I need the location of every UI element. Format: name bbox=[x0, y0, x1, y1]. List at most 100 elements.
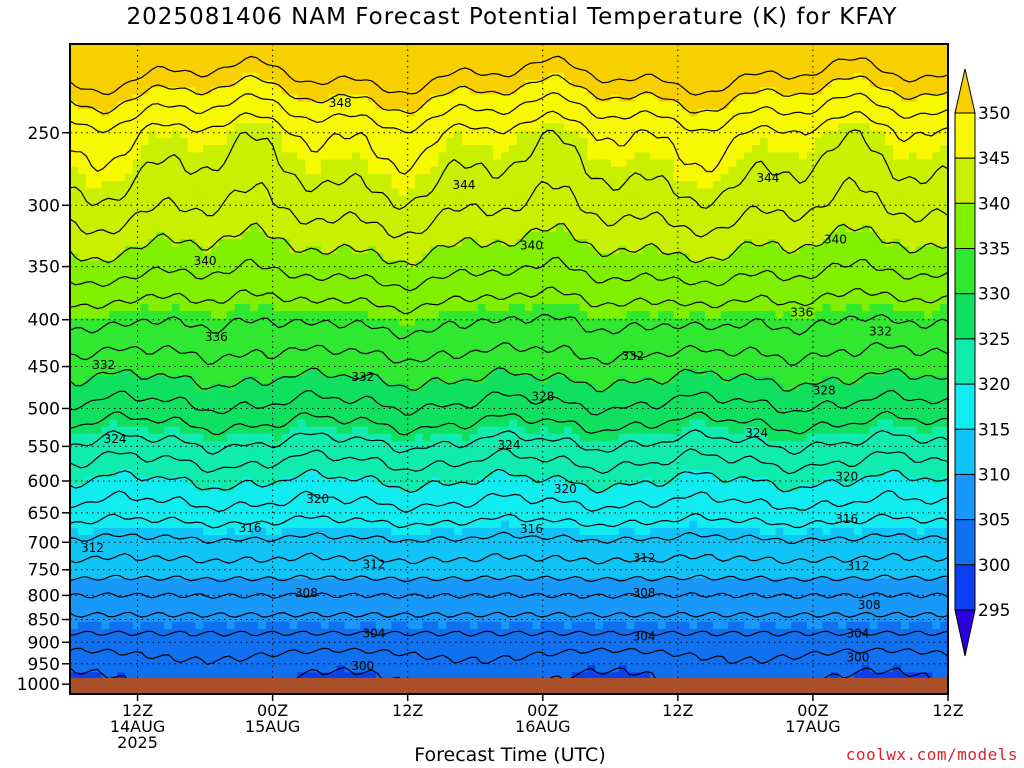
field-cell bbox=[171, 202, 181, 211]
field-cell bbox=[407, 369, 416, 377]
field-cell bbox=[501, 109, 510, 117]
field-cell bbox=[187, 441, 197, 450]
field-cell bbox=[454, 390, 463, 399]
field-cell bbox=[148, 390, 157, 399]
field-cell bbox=[454, 621, 463, 630]
field-cell bbox=[140, 340, 149, 348]
field-cell bbox=[218, 304, 228, 312]
field-cell bbox=[70, 275, 79, 283]
field-cell bbox=[70, 369, 79, 377]
field-cell bbox=[109, 434, 118, 442]
field-cell bbox=[461, 109, 471, 117]
field-cell bbox=[469, 195, 479, 204]
field-cell bbox=[360, 166, 369, 175]
field-cell bbox=[250, 210, 259, 218]
field-cell bbox=[367, 578, 377, 587]
field-cell bbox=[77, 657, 87, 666]
field-cell bbox=[446, 412, 455, 421]
field-cell bbox=[164, 159, 173, 168]
field-cell bbox=[454, 448, 463, 457]
field-cell bbox=[211, 614, 220, 623]
field-cell bbox=[109, 340, 118, 348]
field-cell bbox=[273, 44, 283, 52]
field-cell bbox=[187, 499, 197, 507]
field-cell bbox=[234, 152, 244, 161]
field-cell bbox=[493, 419, 502, 428]
field-cell bbox=[375, 657, 385, 666]
field-cell bbox=[179, 369, 189, 377]
field-cell bbox=[234, 426, 244, 435]
field-cell bbox=[493, 51, 502, 60]
field-cell bbox=[171, 390, 181, 399]
field-cell bbox=[242, 607, 251, 616]
field-cell bbox=[352, 484, 361, 493]
field-cell bbox=[218, 376, 228, 385]
field-cell bbox=[360, 665, 369, 673]
field-cell bbox=[446, 491, 455, 500]
field-cell bbox=[438, 650, 447, 659]
field-cell bbox=[461, 282, 471, 291]
field-cell bbox=[211, 412, 220, 421]
field-cell bbox=[493, 347, 502, 356]
field-cell bbox=[367, 174, 377, 182]
field-cell bbox=[85, 51, 95, 60]
field-cell bbox=[148, 289, 157, 298]
field-cell bbox=[305, 217, 314, 226]
field-cell bbox=[336, 159, 345, 168]
field-cell bbox=[360, 419, 369, 428]
field-cell bbox=[485, 51, 494, 60]
field-cell bbox=[93, 174, 102, 182]
field-cell bbox=[265, 383, 275, 392]
field-cell bbox=[171, 419, 181, 428]
field-cell bbox=[336, 585, 345, 594]
field-cell bbox=[117, 419, 126, 428]
field-cell bbox=[344, 643, 353, 652]
field-cell bbox=[281, 116, 291, 125]
field-cell bbox=[218, 592, 228, 601]
field-cell bbox=[399, 340, 408, 348]
field-cell bbox=[383, 470, 393, 478]
field-cell bbox=[414, 491, 424, 500]
field-cell bbox=[477, 361, 487, 370]
field-cell bbox=[461, 181, 471, 190]
field-cell bbox=[477, 506, 487, 515]
field-cell bbox=[203, 44, 212, 52]
field-cell bbox=[391, 549, 400, 558]
field-cell bbox=[383, 58, 393, 67]
field-cell bbox=[117, 477, 126, 486]
field-cell bbox=[422, 282, 432, 291]
field-cell bbox=[383, 556, 393, 565]
field-cell bbox=[391, 455, 400, 464]
field-cell bbox=[297, 159, 306, 168]
field-cell bbox=[93, 188, 102, 197]
field-cell bbox=[148, 585, 157, 594]
field-cell bbox=[211, 448, 220, 457]
field-cell bbox=[430, 217, 440, 226]
field-cell bbox=[485, 332, 494, 341]
field-cell bbox=[156, 657, 165, 666]
field-cell bbox=[203, 434, 212, 442]
field-cell bbox=[485, 629, 494, 637]
field-cell bbox=[265, 210, 275, 218]
field-cell bbox=[265, 94, 275, 103]
field-cell bbox=[77, 282, 87, 291]
field-cell bbox=[297, 296, 306, 305]
field-cell bbox=[211, 159, 220, 168]
field-cell bbox=[124, 434, 134, 442]
field-cell bbox=[179, 455, 189, 464]
field-cell bbox=[203, 87, 212, 96]
field-cell bbox=[124, 282, 134, 291]
field-cell bbox=[77, 152, 87, 161]
field-cell bbox=[391, 354, 400, 363]
field-cell bbox=[171, 412, 181, 421]
field-cell bbox=[218, 441, 228, 450]
field-cell bbox=[305, 188, 314, 197]
field-cell bbox=[77, 202, 87, 211]
field-cell bbox=[328, 340, 338, 348]
field-cell bbox=[109, 629, 118, 637]
field-cell bbox=[164, 419, 173, 428]
field-cell bbox=[352, 657, 361, 666]
field-cell bbox=[469, 311, 479, 320]
field-cell bbox=[399, 267, 408, 276]
field-cell bbox=[250, 462, 259, 471]
